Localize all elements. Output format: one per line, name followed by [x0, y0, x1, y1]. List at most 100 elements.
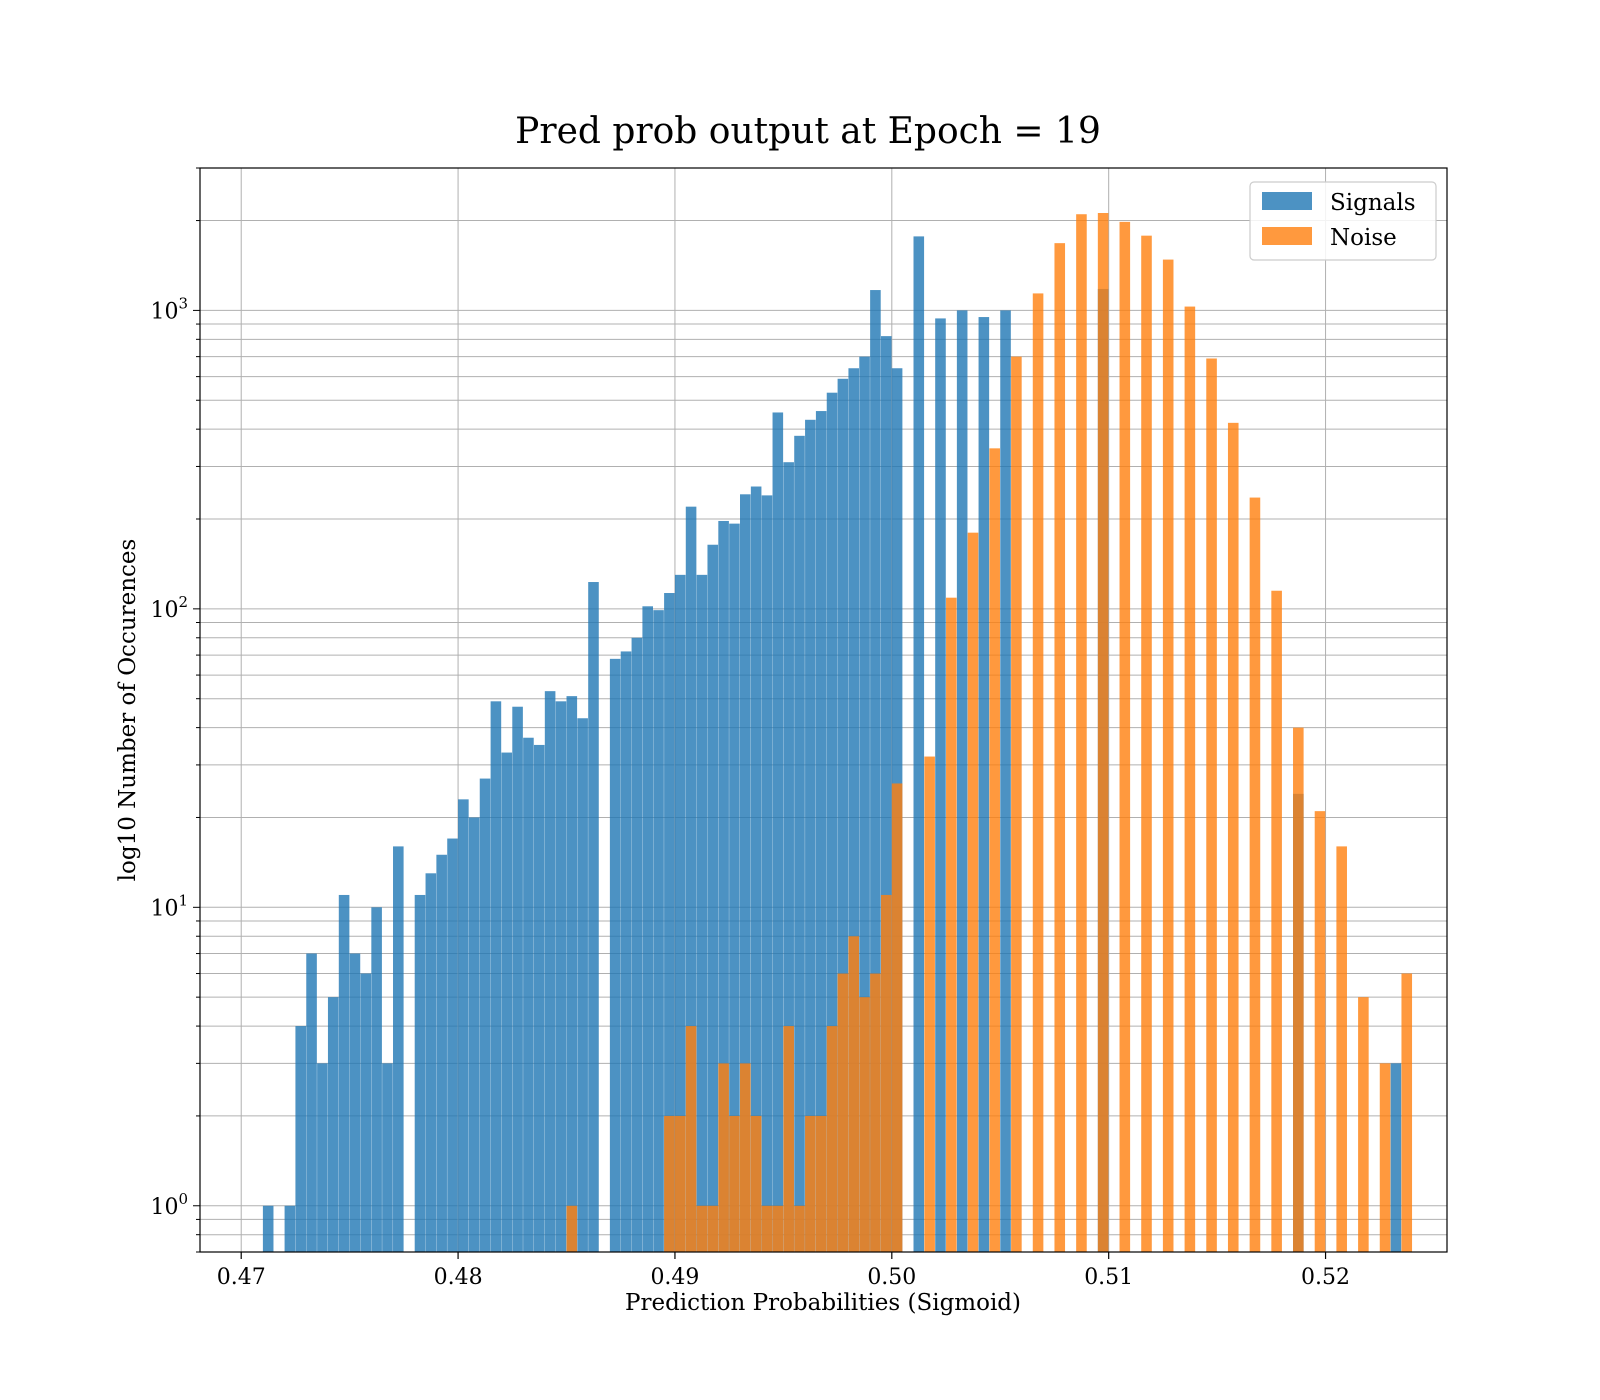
noise-bars [566, 213, 1413, 1253]
x-tick-label: 0.50 [867, 1265, 916, 1290]
histogram-bar-signals [761, 495, 773, 1252]
histogram-bar-noise [859, 997, 870, 1252]
histogram-bar-signals [913, 236, 925, 1253]
histogram-bar-noise [664, 1115, 675, 1252]
histogram-bar-signals [349, 953, 361, 1252]
histogram-bar-signals [685, 506, 697, 1253]
x-tick-label: 0.49 [650, 1265, 699, 1290]
histogram-bar-noise [1097, 213, 1109, 1253]
histogram-bar-noise [1249, 497, 1261, 1253]
histogram-bar-signals [1390, 1063, 1402, 1252]
histogram-bar-signals [642, 606, 653, 1252]
y-tick-label: 103 [150, 294, 188, 324]
y-axis-ticks: 100 101 102 103 [150, 167, 200, 1253]
histogram-bar-noise [674, 1115, 686, 1252]
histogram-bar-noise [750, 1115, 762, 1252]
y-tick-label: 101 [150, 891, 188, 921]
y-tick-label: 100 [150, 1190, 188, 1220]
histogram-bar-noise [566, 1205, 578, 1252]
histogram-bar-noise [1054, 243, 1066, 1253]
legend-label-noise: Noise [1330, 225, 1397, 251]
histogram-bar-signals [523, 737, 534, 1252]
histogram-bar-signals [664, 593, 675, 1252]
histogram-bar-noise [967, 532, 979, 1252]
histogram-bar-noise [1227, 422, 1239, 1253]
legend: Signals Noise [1249, 181, 1437, 261]
histogram-bar-noise [729, 1115, 740, 1252]
histogram-bar-signals [577, 718, 588, 1252]
histogram-bar-signals [317, 1063, 328, 1252]
histogram-bar-signals [371, 907, 382, 1252]
histogram-bar-signals [566, 696, 578, 1252]
histogram-bar-noise [685, 1026, 697, 1252]
histogram-bar-signals [609, 658, 621, 1252]
histogram-bar-signals [501, 752, 513, 1252]
histogram-bar-noise [1271, 590, 1282, 1252]
histogram-bar-signals [447, 838, 458, 1252]
histogram-bar-signals [620, 651, 632, 1252]
histogram-bar-noise [783, 1026, 794, 1252]
histogram-bar-signals [783, 462, 794, 1253]
histogram-bar-signals [555, 701, 567, 1252]
histogram-bar-noise [772, 1205, 784, 1252]
histogram-bar-noise [696, 1205, 708, 1252]
chart-title: Pred prob output at Epoch = 19 [515, 111, 1101, 152]
histogram-bar-signals [588, 582, 599, 1252]
histogram-bar-noise [1141, 235, 1152, 1252]
histogram-bar-noise [1336, 846, 1347, 1252]
histogram-bar-noise [924, 756, 935, 1252]
histogram-bar-signals [805, 419, 816, 1252]
histogram-bar-noise [1162, 259, 1174, 1253]
histogram-bar-noise [946, 597, 957, 1252]
histogram-bar-noise [837, 973, 849, 1252]
histogram-bar-noise [805, 1115, 816, 1252]
histogram-bar-signals [956, 310, 968, 1253]
histogram-bar-signals [815, 411, 827, 1252]
legend-label-signals: Signals [1330, 190, 1416, 216]
histogram-bar-noise [1076, 214, 1087, 1253]
histogram-bar-signals [674, 574, 686, 1252]
histogram-bar-signals [327, 997, 339, 1252]
histogram-bar-signals [826, 392, 838, 1252]
histogram-bar-noise [794, 1205, 805, 1252]
histogram-bar-signals [295, 1026, 307, 1252]
histogram-bar-noise [1119, 221, 1131, 1252]
histogram-bar-noise [1401, 973, 1413, 1252]
histogram-bar-signals [512, 706, 523, 1252]
histogram-bar-signals [262, 1205, 274, 1252]
histogram-bar-signals [653, 610, 664, 1252]
histogram-bar-signals [707, 544, 719, 1252]
histogram-bar-signals [1000, 310, 1011, 1253]
histogram-bar-noise [848, 936, 860, 1252]
histogram-bar-signals [479, 778, 491, 1252]
legend-swatch-signals [1262, 192, 1312, 210]
histogram-bar-signals [859, 356, 870, 1252]
histogram-bar-signals [414, 894, 426, 1252]
x-tick-label: 0.48 [434, 1265, 483, 1290]
histogram-bar-signals [750, 486, 762, 1252]
y-tick-label: 102 [150, 593, 188, 623]
histogram-bar-signals [729, 523, 740, 1252]
histogram-bar-signals [284, 1205, 296, 1252]
legend-swatch-noise [1262, 227, 1312, 245]
x-axis-ticks: 0.47 0.48 0.49 0.50 0.51 0.52 [217, 1252, 1350, 1290]
histogram-bar-signals [490, 701, 502, 1252]
signals-bars [262, 236, 1402, 1253]
histogram-bar-signals [718, 520, 729, 1252]
histogram-bar-signals [880, 336, 892, 1252]
histogram-bar-signals [436, 854, 447, 1252]
histogram-bar-signals [848, 368, 860, 1253]
histogram-bar-signals [740, 494, 751, 1252]
histogram-bar-noise [989, 448, 1000, 1253]
histogram-bar-noise [815, 1115, 827, 1252]
histogram-bar-signals [425, 873, 437, 1252]
histogram-bar-noise [1293, 727, 1304, 1252]
histogram-bar-signals [631, 637, 643, 1252]
histogram-bar-noise [870, 973, 881, 1252]
histogram-bar-signals [544, 691, 556, 1252]
histogram-bar-signals [935, 318, 946, 1252]
histogram-bar-noise [1206, 358, 1217, 1252]
histogram-bar-noise [891, 783, 903, 1252]
histogram-bar-signals [772, 412, 784, 1252]
